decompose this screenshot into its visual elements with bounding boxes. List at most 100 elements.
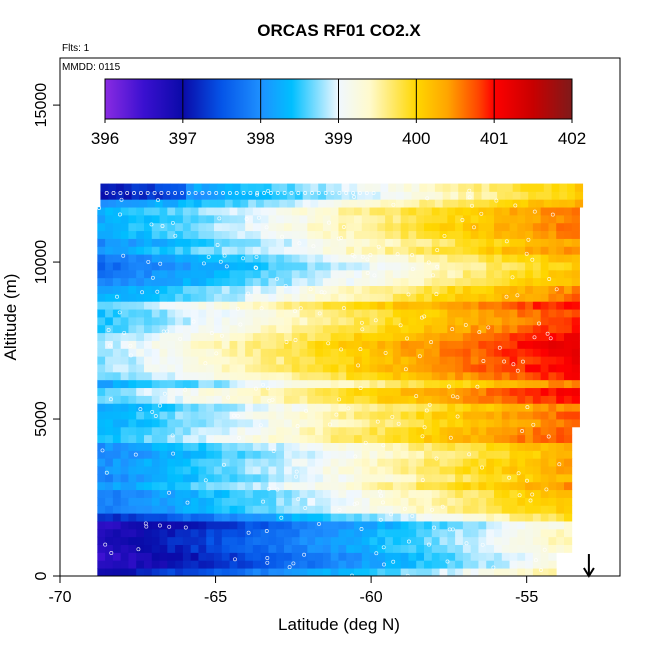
heatmap-cell — [470, 340, 479, 349]
heatmap-cell — [338, 426, 347, 436]
heatmap-cell — [159, 246, 168, 255]
heatmap-cell — [416, 505, 425, 514]
heatmap-cell — [548, 309, 557, 318]
heatmap-cell — [385, 262, 394, 271]
heatmap-cell — [400, 317, 409, 326]
heatmap-cell — [284, 214, 293, 224]
heatmap-cell — [501, 262, 510, 271]
heatmap-cell — [128, 332, 137, 341]
heatmap-cell — [540, 521, 549, 530]
heatmap-cell — [128, 411, 137, 420]
heatmap-cell — [214, 356, 223, 365]
heatmap-cell — [276, 528, 285, 538]
heatmap-cell — [540, 262, 549, 271]
heatmap-cell — [245, 309, 254, 318]
heatmap-cell — [315, 489, 324, 498]
observation-point — [375, 419, 380, 424]
heatmap-cell — [276, 560, 285, 569]
heatmap-cell — [214, 536, 223, 546]
heatmap-cell — [330, 269, 339, 279]
heatmap-cell — [330, 340, 339, 349]
heatmap-cell — [260, 505, 269, 514]
observation-point — [227, 191, 232, 195]
observation-point — [450, 327, 455, 332]
observation-point — [203, 361, 208, 366]
heatmap-cell — [540, 528, 549, 538]
heatmap-cell — [497, 191, 506, 200]
heatmap-cell — [232, 191, 241, 200]
heatmap-cell — [439, 293, 448, 302]
heatmap-cell — [377, 395, 386, 404]
heatmap-cell — [369, 552, 378, 561]
heatmap-cell — [175, 419, 184, 428]
heatmap-cell — [439, 434, 448, 443]
heatmap-cell — [517, 277, 526, 287]
observation-point — [128, 343, 133, 348]
heatmap-cell — [291, 552, 300, 561]
heatmap-cell — [424, 269, 433, 279]
heatmap-cell — [354, 309, 363, 318]
heatmap-cell — [167, 269, 176, 279]
heatmap-cell — [144, 521, 153, 530]
heatmap-cell — [431, 293, 440, 302]
heatmap-cell — [556, 269, 565, 279]
heatmap-cell — [501, 481, 510, 491]
heatmap-cell — [346, 560, 355, 569]
heatmap-cell — [354, 419, 363, 428]
observation-point — [435, 264, 440, 269]
heatmap-cell — [392, 552, 402, 561]
heatmap-cell — [182, 473, 192, 483]
heatmap-cell — [206, 544, 215, 553]
heatmap-cell — [229, 458, 238, 467]
heatmap-cell — [322, 442, 332, 451]
heatmap-cell — [501, 411, 510, 420]
heatmap-cell — [123, 191, 132, 200]
heatmap-cell — [159, 560, 168, 569]
heatmap-cell — [431, 544, 440, 553]
heatmap-cell — [245, 466, 254, 475]
heatmap-cell — [525, 301, 534, 310]
heatmap-cell — [120, 528, 129, 538]
observation-point — [128, 353, 133, 358]
heatmap-cell — [330, 536, 339, 546]
heatmap-cell — [167, 222, 176, 232]
heatmap-cell — [214, 489, 223, 498]
heatmap-cell — [447, 317, 456, 326]
heatmap-cell — [501, 505, 510, 514]
heatmap-cell — [548, 379, 557, 389]
heatmap-cell — [346, 521, 355, 530]
observation-point — [103, 542, 108, 547]
heatmap-cell — [175, 536, 184, 546]
heatmap-cell — [462, 434, 472, 443]
heatmap-cell — [525, 528, 534, 538]
heatmap-cell — [198, 356, 207, 365]
heatmap-cell — [424, 238, 433, 247]
observation-point — [316, 191, 321, 195]
heatmap-cell — [361, 434, 370, 443]
heatmap-cell — [540, 513, 549, 522]
heatmap-cell — [400, 458, 409, 467]
heatmap-cell — [245, 230, 254, 239]
heatmap-cell — [159, 419, 168, 428]
heatmap-cell — [229, 301, 238, 310]
heatmap-cell — [256, 199, 265, 208]
heatmap-cell — [190, 246, 199, 255]
observation-point — [295, 424, 300, 429]
heatmap-cell — [431, 419, 440, 428]
heatmap-cell — [424, 379, 433, 389]
heatmap-cell — [221, 207, 230, 216]
heatmap-cell — [299, 544, 308, 553]
heatmap-cell — [470, 332, 479, 341]
heatmap-cell — [548, 395, 557, 404]
heatmap-cell — [548, 403, 557, 412]
heatmap-cell — [128, 371, 137, 381]
heatmap-cell — [178, 199, 187, 208]
observation-point — [136, 547, 141, 552]
heatmap-cell — [112, 560, 122, 569]
heatmap-cell — [346, 214, 355, 224]
observation-point — [303, 506, 308, 510]
heatmap-cell — [105, 466, 114, 475]
heatmap-cell — [501, 269, 510, 279]
heatmap-cell — [525, 309, 534, 318]
heatmap-cell — [369, 371, 378, 381]
